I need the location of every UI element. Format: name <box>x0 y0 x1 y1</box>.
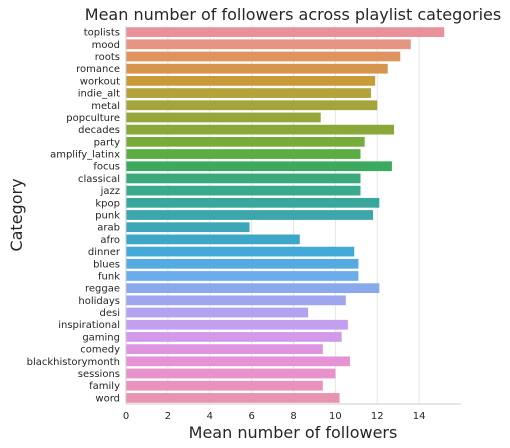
bar-blackhistorymonth <box>126 356 351 367</box>
x-tick-label: 12 <box>371 411 384 422</box>
y-tick-label: sessions <box>78 369 120 380</box>
bar-comedy <box>126 344 323 355</box>
chart-title: Mean number of followers across playlist… <box>85 5 501 24</box>
y-tick-label: popculture <box>66 113 120 124</box>
x-tick-label: 6 <box>248 411 254 422</box>
y-tick-label: toplists <box>84 28 120 39</box>
bar-romance <box>126 63 388 74</box>
bar-amplify_latinx <box>126 149 361 159</box>
bar-afro <box>126 234 300 245</box>
y-tick-label: party <box>94 137 121 148</box>
x-tick-label: 14 <box>413 411 426 422</box>
bar-focus <box>126 161 392 172</box>
y-tick-label: family <box>89 381 120 392</box>
x-tick-label: 4 <box>207 411 213 422</box>
y-tick-label: workout <box>80 76 120 87</box>
y-tick-label: funk <box>98 271 120 282</box>
bar-roots <box>126 51 401 62</box>
x-tick-label: 10 <box>329 411 342 422</box>
bar-inspirational <box>126 319 348 330</box>
y-tick-label: dinner <box>88 247 121 258</box>
y-tick-label: word <box>95 393 120 404</box>
bar-classical <box>126 173 361 184</box>
x-tick-label: 2 <box>165 411 171 422</box>
y-tick-label: amplify_latinx <box>50 150 120 161</box>
y-tick-label: mood <box>92 40 120 51</box>
bar-word <box>126 393 340 403</box>
y-tick-label: arab <box>97 223 120 234</box>
bar-gaming <box>126 332 342 342</box>
y-tick-label: romance <box>76 64 120 75</box>
bar-metal <box>126 100 378 111</box>
x-tick-label: 0 <box>123 411 129 422</box>
bar-punk <box>126 210 374 220</box>
y-tick-label: focus <box>93 162 120 173</box>
y-tick-label: metal <box>91 101 120 112</box>
bar-blues <box>126 258 359 269</box>
y-tick-label: classical <box>78 174 120 185</box>
y-tick-label: blues <box>93 259 120 270</box>
bar-indie_alt <box>126 88 371 98</box>
y-tick-label: roots <box>95 52 120 63</box>
y-tick-label: kpop <box>95 198 120 209</box>
bar-arab <box>126 222 250 233</box>
y-tick-label: afro <box>100 235 120 246</box>
bar-toplists <box>126 27 445 37</box>
bar-kpop <box>126 197 380 208</box>
bar-party <box>126 136 365 147</box>
bar-workout <box>126 75 376 86</box>
bar-reggae <box>126 283 380 294</box>
x-tick-labels: 0 2 4 6 8 10 12 14 <box>123 411 426 422</box>
y-tick-label: reggae <box>85 284 120 295</box>
y-tick-label: gaming <box>82 332 120 343</box>
y-tick-label: desi <box>100 308 121 319</box>
y-tick-label: inspirational <box>58 320 120 331</box>
y-tick-label: indie_alt <box>78 89 120 100</box>
bar-sessions <box>126 368 336 379</box>
bar-decades <box>126 124 394 135</box>
y-tick-label: holidays <box>78 296 120 307</box>
y-tick-label: comedy <box>80 345 120 356</box>
bar-funk <box>126 271 359 281</box>
bar-desi <box>126 307 309 318</box>
bars <box>126 27 445 403</box>
bar-dinner <box>126 246 355 257</box>
bar-family <box>126 380 323 391</box>
y-tick-label: jazz <box>100 186 120 197</box>
bar-popculture <box>126 112 321 123</box>
y-axis-label: Category <box>7 178 26 251</box>
x-tick-label: 8 <box>290 411 296 422</box>
y-tick-label: blackhistorymonth <box>27 357 120 368</box>
y-tick-label: punk <box>95 211 120 222</box>
y-tick-label: decades <box>78 125 120 136</box>
x-axis-label: Mean number of followers <box>189 423 398 442</box>
bar-mood <box>126 39 411 50</box>
bar-holidays <box>126 295 346 306</box>
bar-jazz <box>126 185 361 196</box>
